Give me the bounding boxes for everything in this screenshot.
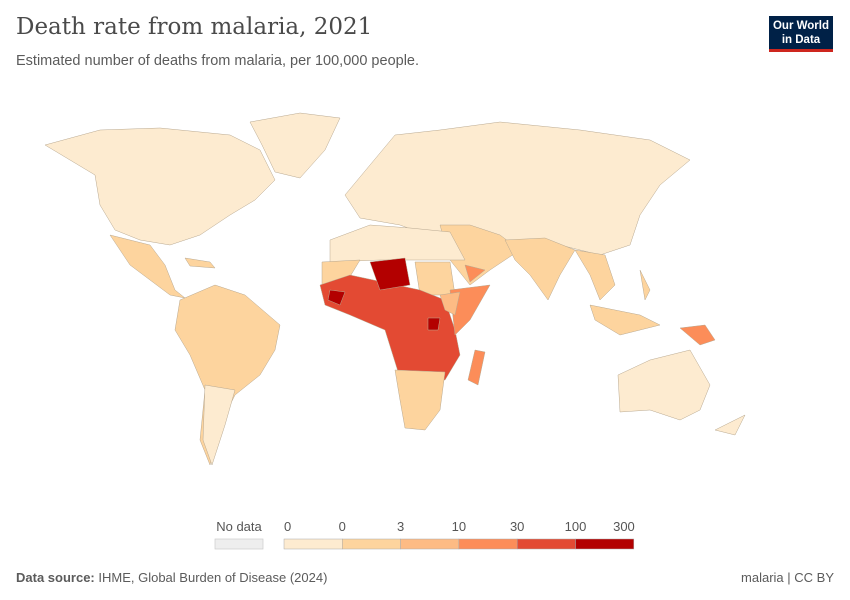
region-southern-africa[interactable]	[394, 369, 446, 431]
legend-bin-label: 0	[284, 519, 291, 534]
region-horn-of-africa[interactable]	[449, 264, 491, 336]
region-central-africa[interactable]	[319, 274, 461, 381]
chart-subtitle: Estimated number of deaths from malaria,…	[16, 53, 420, 69]
legend-no-data-swatch	[214, 538, 264, 550]
legend-no-data-label: No data	[216, 519, 262, 534]
legend-bin-label: 3	[397, 519, 404, 534]
region-caribbean[interactable]	[184, 257, 216, 269]
legend-bin-label: 0	[339, 519, 346, 534]
data-source: Data source: IHME, Global Burden of Dise…	[16, 570, 327, 585]
legend-bin-swatch[interactable]	[342, 538, 401, 550]
region-east-africa[interactable]	[439, 291, 461, 316]
legend-bin-swatch[interactable]	[458, 538, 518, 550]
legend-bin-swatch[interactable]	[516, 538, 576, 550]
region-southern-cone[interactable]	[202, 384, 236, 466]
legend-bin-label: 100	[565, 519, 587, 534]
chart-title: Death rate from malaria, 2021	[16, 14, 373, 40]
region-high-burden[interactable]	[327, 257, 441, 331]
legend-bin-label: 30	[510, 519, 524, 534]
region-mexico-central-america[interactable]	[109, 234, 186, 299]
region-papua-new-guinea[interactable]	[679, 324, 716, 346]
region-greenland[interactable]	[249, 112, 341, 179]
legend-bin-label: 300	[613, 519, 635, 534]
owid-logo[interactable]: Our World in Data	[769, 16, 833, 52]
legend-bin-swatch[interactable]	[283, 538, 343, 550]
region-southeast-asia[interactable]	[574, 249, 661, 336]
region-australia[interactable]	[617, 349, 746, 436]
source-label: Data source:	[16, 570, 95, 585]
world-map[interactable]	[0, 100, 850, 500]
source-text: IHME, Global Burden of Disease (2024)	[98, 570, 328, 585]
region-south-america[interactable]	[174, 284, 281, 466]
region-middle-east[interactable]	[439, 224, 521, 286]
legend-bin-swatch[interactable]	[575, 538, 635, 550]
legend-bin-swatch[interactable]	[400, 538, 460, 550]
legend: No data 0 0 3 10 30 100 300	[214, 519, 635, 550]
region-north-america[interactable]	[44, 127, 276, 246]
region-south-asia[interactable]	[504, 237, 576, 301]
region-madagascar[interactable]	[467, 349, 486, 386]
footer-license[interactable]: malaria | CC BY	[741, 570, 834, 585]
legend-bin-label: 10	[452, 519, 466, 534]
